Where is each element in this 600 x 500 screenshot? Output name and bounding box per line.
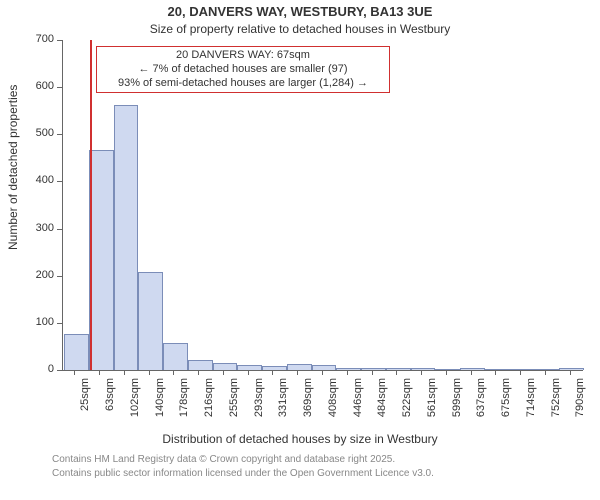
histogram-bar [213,363,238,370]
histogram-bar [138,272,163,370]
x-tick-mark [248,370,249,375]
x-tick-label: 675sqm [500,378,512,417]
x-tick-mark [570,370,571,375]
y-tick-label: 500 [14,127,54,139]
credit-line-1: Contains HM Land Registry data © Crown c… [52,454,395,465]
x-tick-label: 484sqm [377,378,389,417]
chart-subtitle: Size of property relative to detached ho… [0,22,600,36]
credit-line-2: Contains public sector information licen… [52,468,434,479]
y-tick-label: 300 [14,222,54,234]
annotation-line: ← 7% of detached houses are smaller (97) [103,63,383,77]
x-tick-mark [372,370,373,375]
x-tick-label: 637sqm [476,378,488,417]
x-tick-label: 255sqm [228,378,240,417]
x-tick-label: 102sqm [129,378,141,417]
x-tick-label: 408sqm [327,378,339,417]
x-tick-mark [74,370,75,375]
x-tick-mark [322,370,323,375]
y-tick-label: 100 [14,316,54,328]
y-tick-label: 400 [14,174,54,186]
y-tick-label: 700 [14,33,54,45]
x-tick-label: 522sqm [401,378,413,417]
x-tick-mark [297,370,298,375]
y-tick-mark [57,323,62,324]
annotation-line: 93% of semi-detached houses are larger (… [103,77,383,91]
x-tick-label: 25sqm [79,378,91,411]
reference-line [90,40,92,370]
x-tick-mark [421,370,422,375]
x-tick-label: 790sqm [575,378,587,417]
x-tick-label: 599sqm [451,378,463,417]
y-tick-label: 200 [14,269,54,281]
y-tick-mark [57,134,62,135]
x-tick-mark [223,370,224,375]
x-tick-label: 140sqm [154,378,166,417]
x-tick-mark [520,370,521,375]
y-tick-label: 0 [14,363,54,375]
x-tick-mark [124,370,125,375]
x-ticks: 25sqm 63sqm 102sqm 140sqm 178sqm 216sqm 255sqm… [62,370,582,430]
y-tick-mark [57,181,62,182]
x-tick-mark [347,370,348,375]
x-tick-label: 369sqm [302,378,314,417]
x-tick-label: 178sqm [178,378,190,417]
x-tick-label: 63sqm [104,378,116,411]
x-tick-label: 714sqm [525,378,537,417]
x-tick-label: 446sqm [352,378,364,417]
x-tick-mark [272,370,273,375]
x-tick-mark [198,370,199,375]
x-tick-label: 561sqm [426,378,438,417]
x-axis-label: Distribution of detached houses by size … [0,432,600,446]
x-tick-mark [495,370,496,375]
histogram-bar [188,360,213,370]
y-tick-mark [57,276,62,277]
y-tick-mark [57,87,62,88]
x-tick-mark [545,370,546,375]
x-tick-label: 331sqm [277,378,289,417]
x-tick-mark [173,370,174,375]
histogram-bar [64,334,89,370]
histogram-bar [163,343,188,370]
y-tick-mark [57,40,62,41]
x-tick-label: 216sqm [203,378,215,417]
annotation-line: 20 DANVERS WAY: 67sqm [103,49,383,63]
y-tick-mark [57,229,62,230]
y-ticks: 0100200300400500600700 [0,40,62,370]
x-tick-mark [149,370,150,375]
chart-title: 20, DANVERS WAY, WESTBURY, BA13 3UE [0,4,600,19]
y-tick-label: 600 [14,80,54,92]
annotation-box: 20 DANVERS WAY: 67sqm← 7% of detached ho… [96,46,390,93]
x-tick-mark [471,370,472,375]
x-tick-label: 293sqm [253,378,265,417]
histogram-bar [114,105,139,370]
x-tick-mark [446,370,447,375]
x-tick-mark [99,370,100,375]
x-tick-label: 752sqm [550,378,562,417]
x-tick-mark [396,370,397,375]
